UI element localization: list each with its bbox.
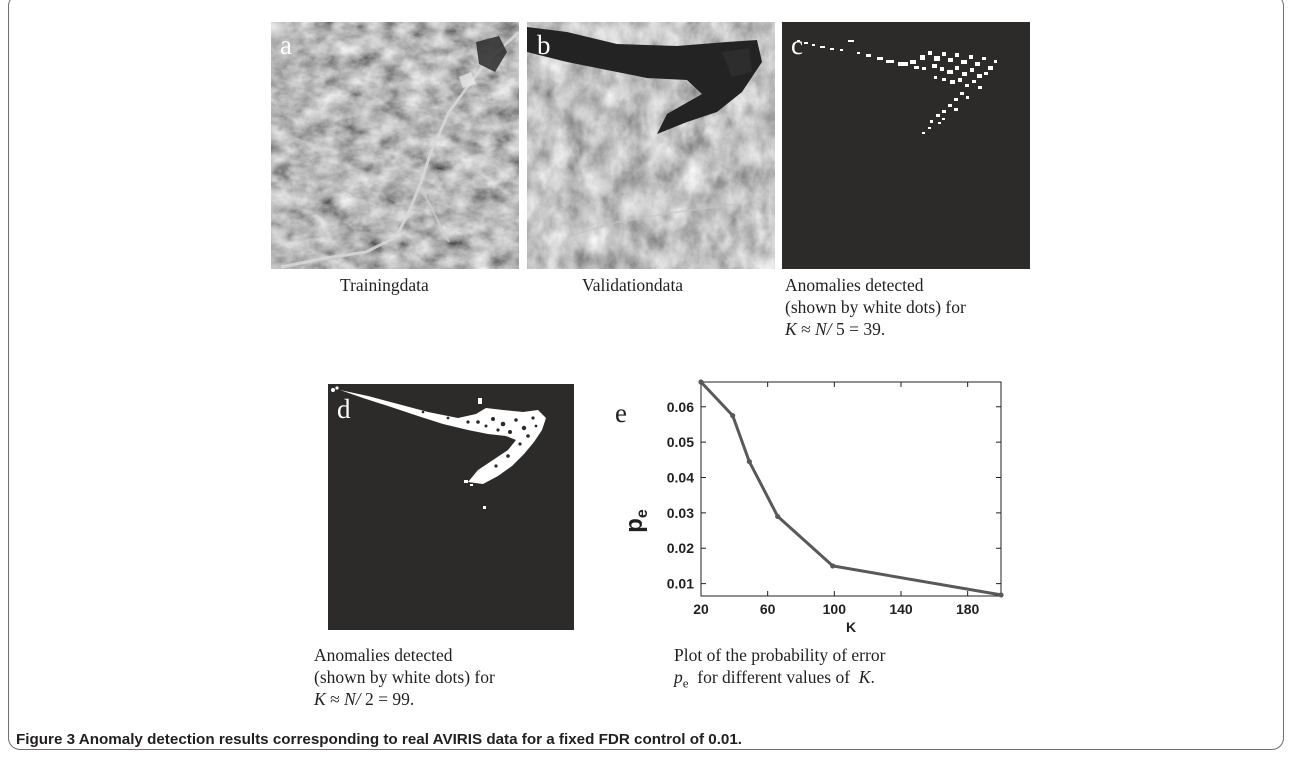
- panel-e-caption-line1: Plot of the probability of error: [674, 645, 886, 665]
- data-point: [730, 413, 736, 419]
- pe-vs-k-chart: pe 0.01 0.02 0.03 0.04 0.05 0.06 20 60 100 140 180…: [621, 379, 1004, 635]
- panel-c-caption: Anomalies detected (shown by white dots)…: [785, 274, 966, 340]
- x-tick-label: 20: [693, 601, 709, 617]
- x-tick-label: 180: [956, 601, 980, 617]
- panel-d-caption-line2: (shown by white dots) for: [314, 667, 495, 687]
- panel-c-caption-approx: ≈: [796, 319, 816, 339]
- data-point: [775, 513, 781, 520]
- y-tick-label: 0.01: [667, 576, 694, 592]
- panel-a-label: a: [280, 30, 292, 60]
- panel-d-caption-k: K: [314, 689, 326, 709]
- panel-e-caption-end: .: [870, 667, 875, 687]
- panel-e-caption-mid: for different values of: [688, 667, 859, 687]
- panel-e-caption-k: K: [858, 667, 871, 687]
- panel-b-label: b: [537, 30, 551, 60]
- panel-e-caption-line2: pe for different values of K.: [674, 666, 885, 695]
- data-point: [998, 592, 1004, 598]
- panel-c-anomaly-map: [782, 22, 1030, 269]
- series-line: [699, 380, 1002, 597]
- panel-e-caption: Plot of the probability of error pe for …: [674, 644, 885, 695]
- panel-d-caption-tail: 2 = 99.: [360, 689, 415, 709]
- panel-c-caption-line3: K ≈ N/ 5 = 39.: [785, 318, 966, 340]
- panel-d-label: d: [337, 394, 351, 424]
- y-axis-label: pe: [621, 509, 651, 533]
- figure-caption: Figure 3 Anomaly detection results corre…: [16, 731, 743, 748]
- y-axis-label-main: p: [621, 518, 648, 533]
- y-tick-label: 0.02: [667, 540, 694, 556]
- panel-c-caption-line1: Anomalies detected: [785, 275, 924, 295]
- panel-c-label: c: [791, 30, 803, 60]
- panel-d-caption-line1: Anomalies detected: [314, 645, 453, 665]
- panel-c-caption-k: K: [785, 319, 797, 339]
- panel-d-caption-approx: ≈: [325, 689, 345, 709]
- y-axis-label-sub: e: [634, 509, 651, 518]
- panel-d-caption: Anomalies detected (shown by white dots)…: [314, 644, 495, 710]
- y-tick-label: 0.05: [667, 434, 694, 450]
- panel-e-caption-p: p: [674, 667, 683, 687]
- panel-c-caption-n: N/: [815, 319, 832, 339]
- panel-d-caption-line3: K ≈ N/ 2 = 99.: [314, 688, 495, 710]
- data-point: [830, 563, 836, 569]
- panel-c-caption-line2: (shown by white dots) for: [785, 297, 966, 317]
- panel-e-label: e: [615, 398, 627, 428]
- panel-c-caption-tail: 5 = 39.: [831, 319, 886, 339]
- panel-b-validation-image: [527, 22, 775, 269]
- y-tick-label: 0.03: [667, 505, 694, 521]
- x-tick-label: 60: [760, 601, 776, 617]
- x-tick-label: 140: [889, 601, 913, 617]
- data-point: [698, 379, 704, 385]
- panel-a-training-image: [271, 22, 519, 269]
- plot-frame: [700, 381, 1002, 597]
- x-tick-label: 100: [823, 601, 847, 617]
- y-tick-label: 0.06: [667, 399, 694, 415]
- figure-frame: [8, 0, 1284, 750]
- panel-d-caption-n: N/: [344, 689, 361, 709]
- y-tick-label: 0.04: [667, 470, 694, 486]
- panel-b-caption: Validationdata: [582, 275, 684, 295]
- data-point: [746, 458, 752, 465]
- x-axis-label: K: [846, 619, 856, 635]
- panel-e-caption-sub: e: [682, 675, 689, 691]
- panel-a-caption: Trainingdata: [340, 275, 429, 295]
- panel-d-anomaly-map: [328, 384, 574, 630]
